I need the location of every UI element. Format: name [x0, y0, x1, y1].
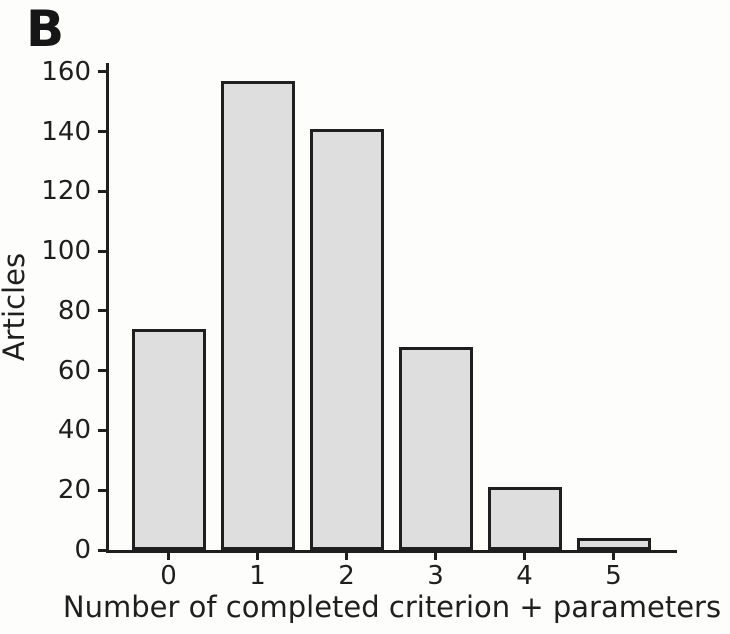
y-tick-label: 40 [57, 415, 91, 446]
y-tick-label: 60 [57, 355, 91, 386]
y-tick-label: 80 [57, 295, 91, 326]
y-tick-label: 20 [57, 475, 91, 506]
x-tick-mark [523, 553, 526, 560]
y-tick-mark [98, 249, 106, 253]
y-tick-mark [98, 130, 106, 134]
bar-category-4 [487, 487, 562, 550]
y-tick-mark [98, 309, 106, 313]
x-tick-label: 3 [427, 561, 444, 591]
y-tick-label: 120 [41, 176, 91, 207]
y-axis-title: Articles [0, 252, 31, 362]
x-tick-mark [612, 553, 615, 560]
y-tick-label: 100 [41, 236, 91, 267]
x-tick-mark [345, 553, 348, 560]
y-tick-mark [98, 548, 106, 552]
x-tick-mark [256, 553, 259, 560]
x-tick-label: 5 [605, 561, 622, 591]
x-tick-label: 0 [160, 561, 177, 591]
y-tick-label: 140 [41, 116, 91, 147]
y-tick-mark [98, 189, 106, 193]
y-tick-mark [98, 488, 106, 492]
y-tick-label: 0 [74, 535, 91, 565]
y-tick-label: 160 [41, 56, 91, 87]
panel-label: B [26, 0, 64, 58]
y-tick-mark [98, 428, 106, 432]
bar-category-3 [398, 347, 473, 550]
x-tick-label: 4 [516, 561, 533, 591]
bar-category-5 [576, 538, 651, 550]
bar-category-0 [131, 329, 206, 550]
bar-category-1 [220, 81, 295, 550]
x-tick-mark [167, 553, 170, 560]
x-tick-label: 2 [338, 561, 355, 591]
y-tick-mark [98, 70, 106, 74]
x-tick-mark [434, 553, 437, 560]
plot-area: 0 20 40 60 80 100 120 140 160 0 1 2 3 4 5 [41, 59, 677, 589]
x-axis-title: Number of completed criterion + paramete… [62, 590, 722, 624]
y-tick-mark [98, 369, 106, 373]
x-tick-label: 1 [249, 561, 266, 591]
bar-category-2 [309, 129, 384, 550]
